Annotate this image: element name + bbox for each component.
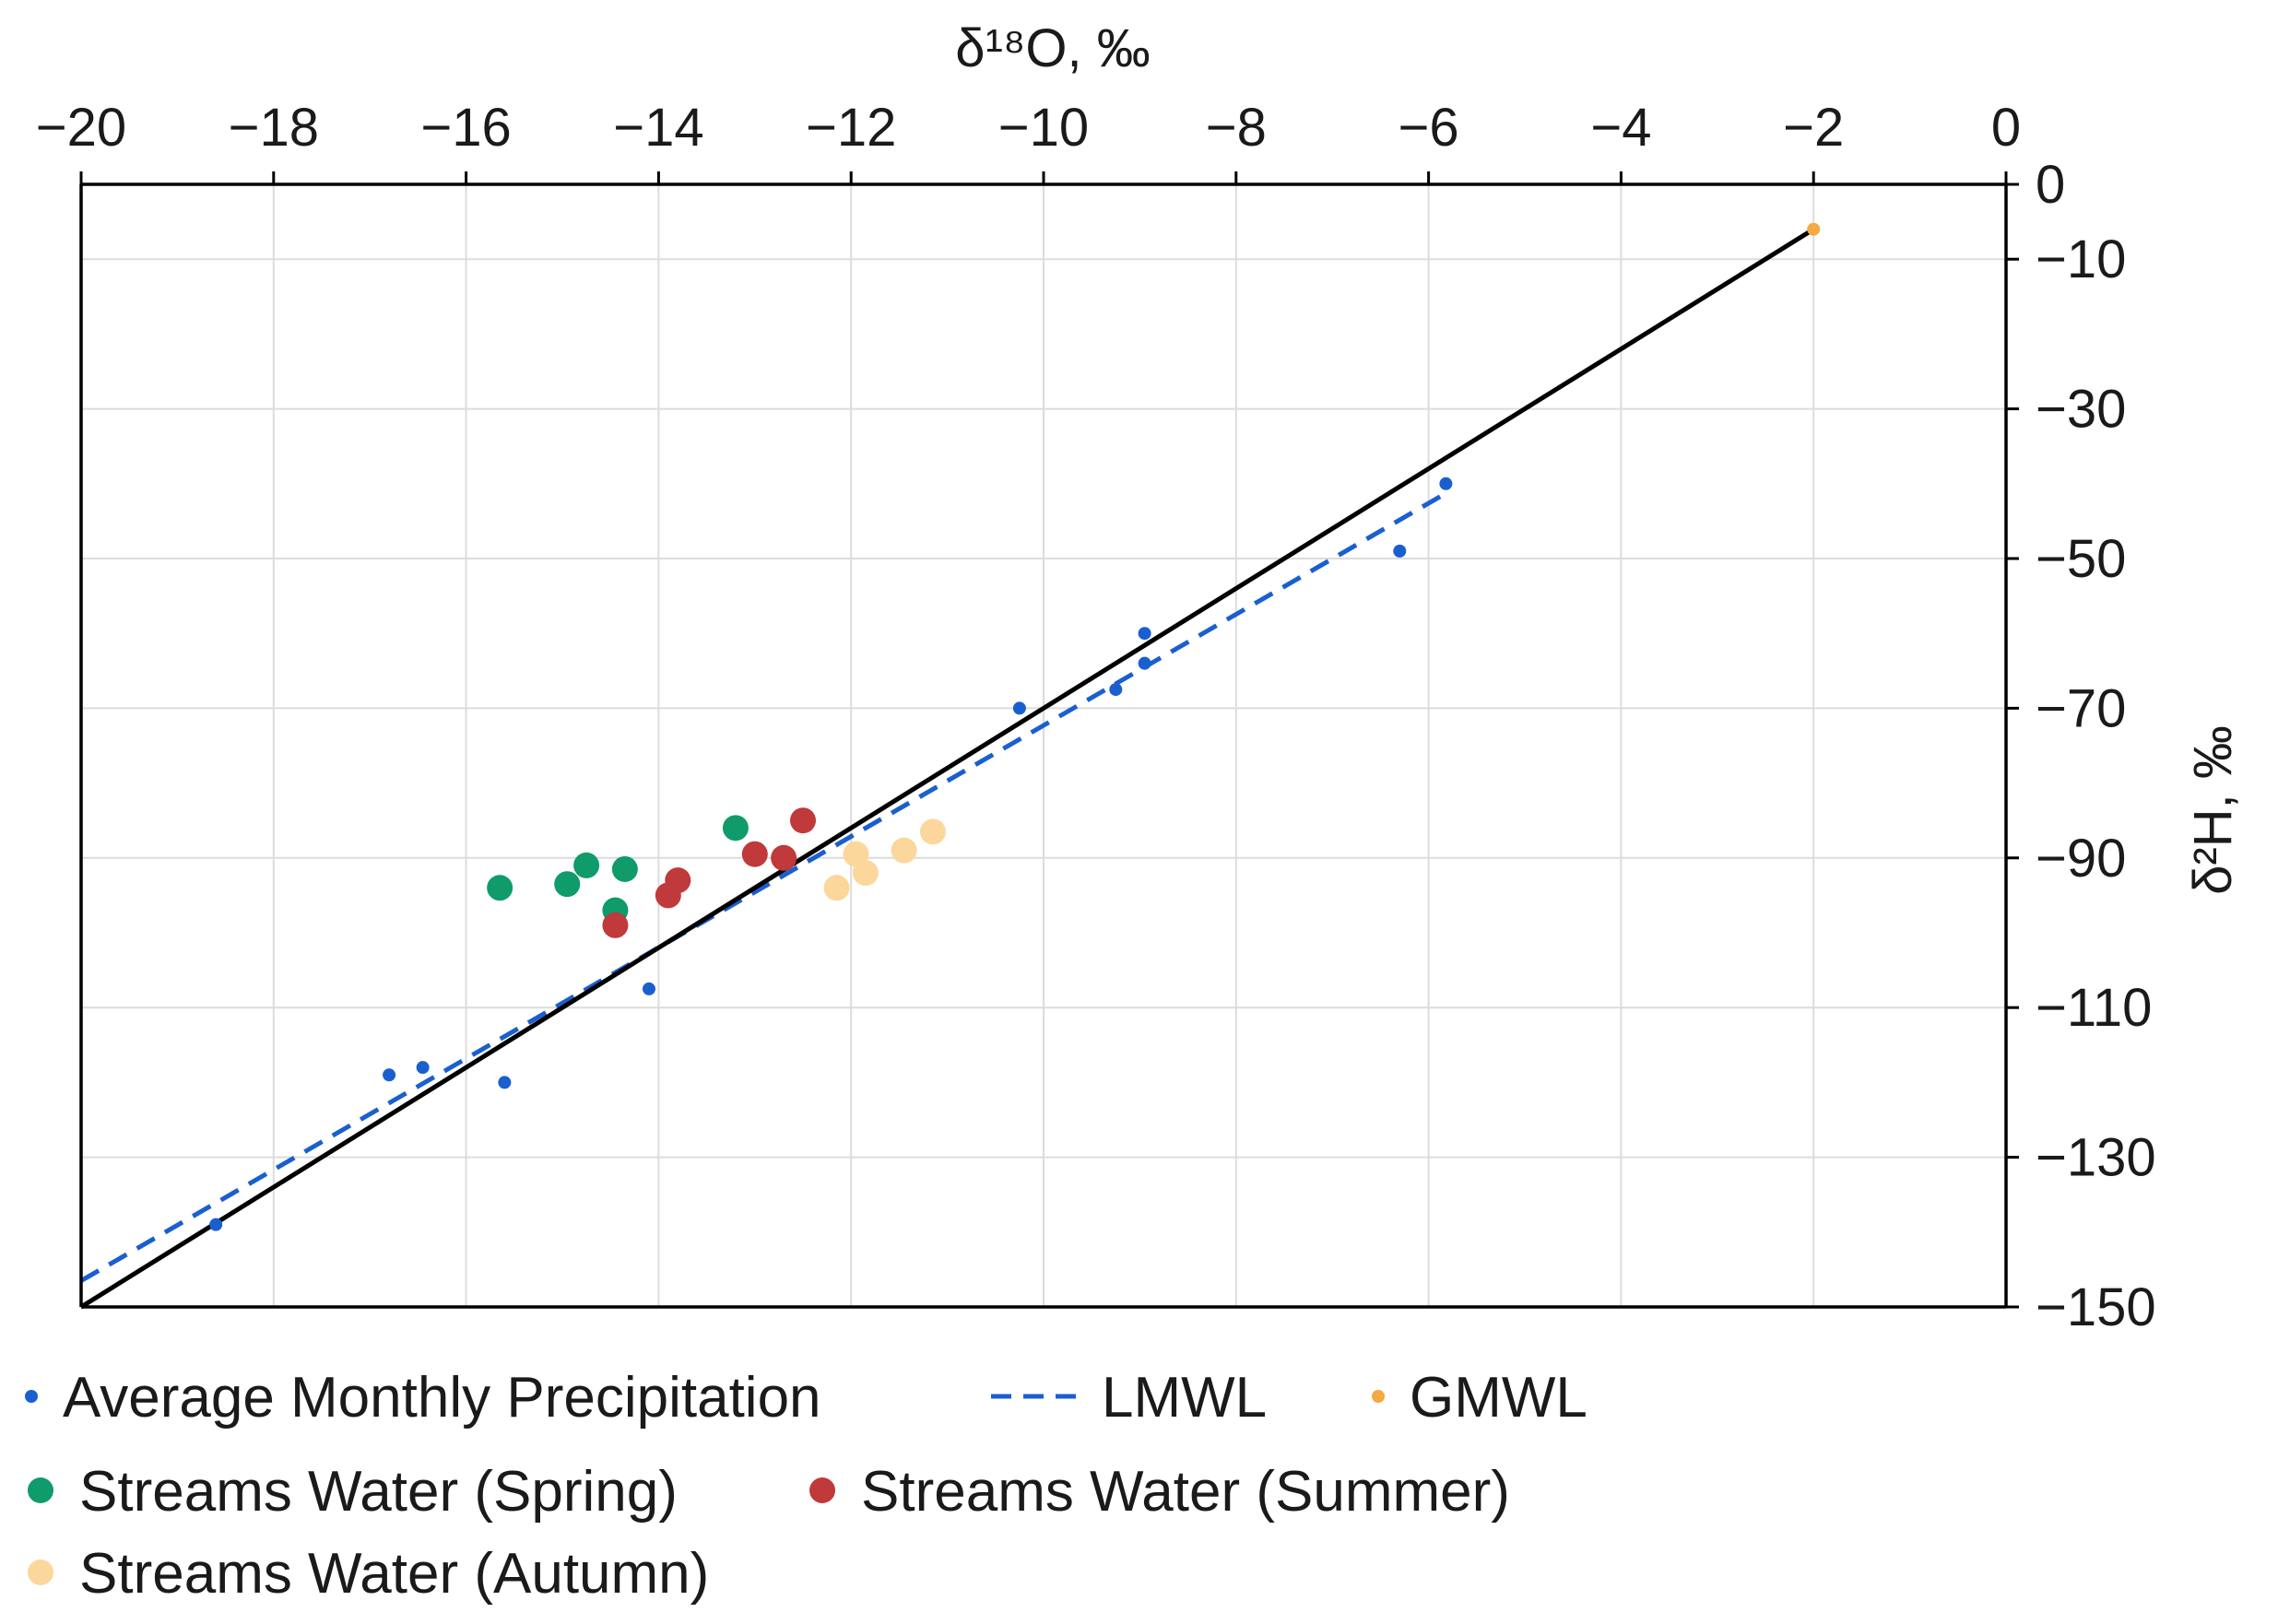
- streams-water-autumn-point: [919, 818, 946, 845]
- streams-water-summer-point: [741, 841, 768, 867]
- legend-item-streams-water-autumn: Streams Water (Autumn): [28, 1542, 709, 1606]
- x-tick-label: −16: [420, 98, 511, 158]
- legend-label-gmwl: GMWL: [1410, 1366, 1588, 1430]
- streams-water-spring-point: [722, 815, 749, 841]
- regression-lines: [79, 227, 1815, 1310]
- legend-item-lmwl: LMWL: [991, 1366, 1267, 1430]
- y-tick-label: −30: [2036, 380, 2126, 440]
- streams-water-autumn-point: [852, 860, 879, 887]
- average-monthly-precipitation-point: [1109, 683, 1123, 697]
- legend-marker-streams-water-autumn: [28, 1559, 53, 1585]
- average-monthly-precipitation-point: [1138, 627, 1151, 641]
- lmwl-line: [79, 492, 1445, 1283]
- average-monthly-precipitation-point: [1012, 701, 1026, 715]
- x-axis-ticks: −20 −18 −16 −14 −12 −10 −8 −6 −4 −2 0: [36, 98, 2021, 184]
- y-tick-label: −50: [2036, 529, 2126, 589]
- legend-marker-gmwl: [1372, 1390, 1385, 1403]
- streams-water-spring-point: [573, 852, 600, 878]
- legend-label-streams-water-autumn: Streams Water (Autumn): [79, 1542, 709, 1606]
- x-axis-title: δ¹⁸O, ‰: [955, 18, 1150, 78]
- streams-water-autumn-point: [823, 875, 850, 901]
- average-monthly-precipitation-point: [498, 1076, 512, 1089]
- y-axis-ticks: 0 −10 −30 −50 −70 −90 −110 −130 −150: [2006, 155, 2156, 1337]
- x-tick-label: −4: [1590, 98, 1651, 158]
- average-monthly-precipitation-point: [209, 1218, 223, 1231]
- average-monthly-precipitation-point: [642, 982, 655, 995]
- average-monthly-precipitation-point: [1138, 656, 1151, 670]
- legend-label-average-monthly-precipitation: Average Monthly Precipitation: [63, 1366, 821, 1430]
- y-tick-label: −90: [2036, 829, 2126, 888]
- y-tick-label: −110: [2036, 978, 2152, 1038]
- x-tick-label: −18: [229, 98, 319, 158]
- legend-label-lmwl: LMWL: [1102, 1366, 1267, 1430]
- legend-marker-streams-water-summer: [809, 1477, 835, 1503]
- average-monthly-precipitation-point: [383, 1068, 396, 1082]
- x-tick-label: −8: [1206, 98, 1267, 158]
- y-tick-label: −10: [2036, 229, 2126, 289]
- streams-water-summer-point: [602, 912, 629, 938]
- legend-item-gmwl: GMWL: [1372, 1366, 1588, 1430]
- streams-water-spring-point: [554, 871, 581, 898]
- data-points: [209, 222, 1821, 1231]
- x-tick-label: −10: [998, 98, 1089, 158]
- gmwl-point: [1807, 222, 1821, 236]
- streams-water-spring-point: [487, 875, 513, 901]
- legend-item-streams-water-summer: Streams Water (Summer): [809, 1460, 1510, 1524]
- y-axis-title: δ²H, ‰: [2183, 725, 2243, 895]
- streams-water-autumn-point: [891, 837, 917, 864]
- y-tick-label: −130: [2036, 1128, 2156, 1188]
- legend-label-streams-water-summer: Streams Water (Summer): [861, 1460, 1510, 1524]
- legend: Average Monthly Precipitation LMWL GMWL Str…: [25, 1366, 1588, 1606]
- x-tick-label: −12: [806, 98, 896, 158]
- legend-label-streams-water-spring: Streams Water (Spring): [79, 1460, 678, 1524]
- y-tick-label: 0: [2036, 155, 2065, 215]
- average-monthly-precipitation-point: [1393, 544, 1407, 558]
- gmwl-line-line: [79, 227, 1815, 1310]
- x-tick-label: −20: [36, 98, 126, 158]
- legend-marker-average-monthly-precipitation: [25, 1390, 38, 1403]
- grid-lines: [80, 183, 2007, 1308]
- x-tick-label: 0: [1991, 98, 2021, 158]
- x-tick-label: −6: [1399, 98, 1459, 158]
- streams-water-summer-point: [790, 807, 816, 834]
- y-tick-label: −70: [2036, 678, 2126, 738]
- streams-water-spring-point: [611, 855, 638, 882]
- streams-water-summer-point: [665, 867, 691, 894]
- streams-water-summer-point: [771, 844, 797, 871]
- x-tick-label: −2: [1783, 98, 1844, 158]
- average-monthly-precipitation-point: [416, 1061, 430, 1075]
- legend-marker-streams-water-spring: [28, 1477, 53, 1503]
- legend-item-average-monthly-precipitation: Average Monthly Precipitation: [25, 1366, 821, 1430]
- legend-item-streams-water-spring: Streams Water (Spring): [28, 1460, 678, 1524]
- x-tick-label: −14: [613, 98, 703, 158]
- y-tick-label: −150: [2036, 1277, 2156, 1337]
- average-monthly-precipitation-point: [1439, 477, 1453, 490]
